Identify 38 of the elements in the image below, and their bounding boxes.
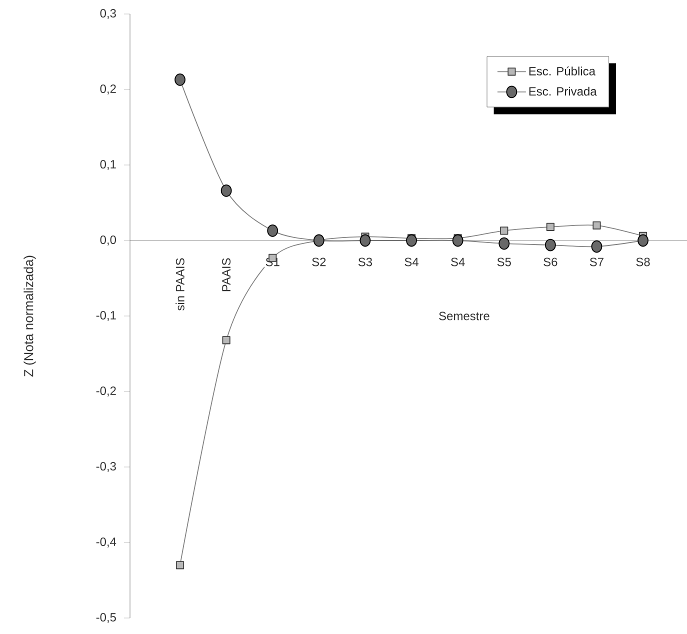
- point: [267, 224, 278, 237]
- y-tick-label: -0,4: [96, 538, 116, 548]
- point: [546, 222, 554, 231]
- x-axis-title: Semestre: [439, 312, 490, 320]
- point: [498, 237, 510, 250]
- point: [406, 234, 417, 247]
- x-tick-label: S4: [404, 258, 418, 266]
- point: [176, 561, 184, 570]
- point: [222, 336, 230, 344]
- legend-label: Esc. Privada: [529, 86, 597, 96]
- x-tick-label: PAAIS: [222, 258, 231, 292]
- y-tick-label: 0,2: [100, 84, 116, 94]
- point: [452, 234, 464, 247]
- y-tick-label: 0,0: [100, 236, 116, 246]
- x-tick-label: sin PAAIS: [176, 258, 184, 311]
- x-tick-label: S3: [358, 258, 372, 266]
- point: [592, 221, 601, 230]
- point: [638, 234, 648, 247]
- legend-label: Esc. Pública: [529, 66, 596, 76]
- point: [544, 238, 556, 252]
- x-tick-label: S8: [636, 258, 650, 266]
- point: [220, 184, 232, 197]
- x-tick-label: S5: [497, 258, 511, 266]
- y-tick-label: -0,2: [96, 386, 116, 396]
- x-tick-label: S7: [590, 258, 604, 266]
- x-tick-label: S4: [451, 258, 465, 266]
- point: [174, 73, 186, 86]
- point: [360, 234, 371, 247]
- y-axis-title: Z (Nota normalizada): [24, 256, 36, 377]
- point: [591, 240, 602, 253]
- y-tick-label: 0,1: [100, 160, 116, 170]
- x-tick-label: S2: [312, 258, 326, 266]
- y-tick-label: -0,3: [96, 462, 116, 472]
- y-tick-label: -0,5: [96, 613, 116, 623]
- point: [500, 226, 508, 235]
- y-tick-label: 0,3: [100, 9, 116, 19]
- x-tick-label: S6: [544, 258, 558, 266]
- y-tick-label: -0,1: [96, 311, 116, 321]
